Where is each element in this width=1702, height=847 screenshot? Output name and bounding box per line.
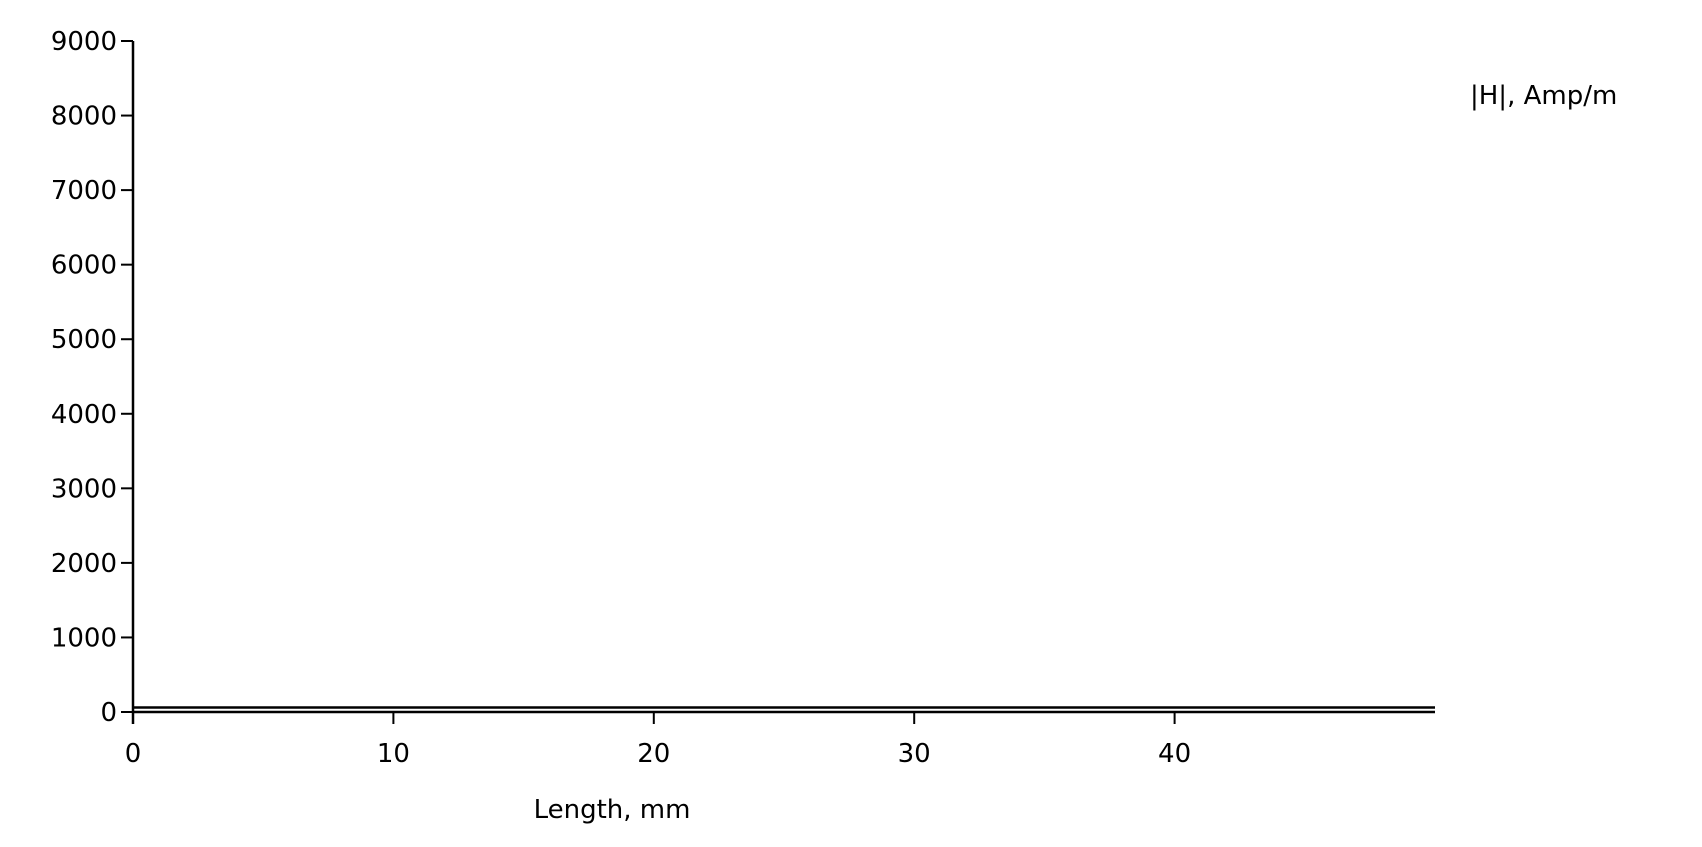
y-tick-label: 7000 xyxy=(51,176,117,206)
y-tick-label: 0 xyxy=(100,698,117,728)
axes xyxy=(131,41,1435,724)
y-tick-label: 8000 xyxy=(51,102,117,132)
x-tick-label: 40 xyxy=(1158,739,1191,769)
y-tick-label: 4000 xyxy=(51,400,117,430)
x-tick-label: 0 xyxy=(125,739,142,769)
y-tick-label: 3000 xyxy=(51,474,117,504)
x-tick-label: 30 xyxy=(898,739,931,769)
x-tick-label: 10 xyxy=(377,739,410,769)
y-tick-label: 5000 xyxy=(51,325,117,355)
ticks: 0 1000 2000 3000 4000 5000 6000 7000 8000 9000 0 10… xyxy=(51,27,1191,769)
y-tick-label: 9000 xyxy=(51,27,117,57)
x-tick-label: 20 xyxy=(637,739,670,769)
y-tick-label: 1000 xyxy=(51,623,117,653)
x-axis-title: Length, mm xyxy=(534,795,691,825)
y-axis-title: |H|, Amp/m xyxy=(1470,81,1617,111)
y-tick-label: 6000 xyxy=(51,251,117,281)
y-tick-label: 2000 xyxy=(51,549,117,579)
